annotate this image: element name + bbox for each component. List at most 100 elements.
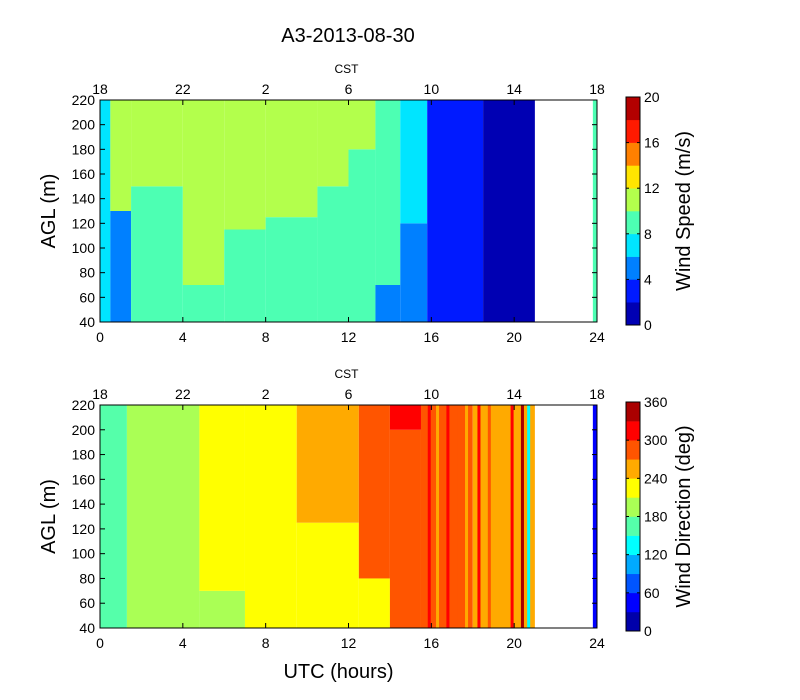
wind-speed-y-tick-label: 160 — [72, 166, 96, 182]
wind-direction-region-7 — [358, 578, 390, 628]
wind-direction-colorbar-swatch — [626, 611, 640, 632]
wind-direction-region-12 — [472, 405, 535, 628]
wind-direction-y-tick-label: 120 — [72, 521, 96, 537]
wind-speed-region-12 — [317, 100, 349, 187]
wind-direction-streak-2 — [446, 405, 450, 628]
wind-direction-x-tick-label: 8 — [262, 635, 270, 651]
wind-speed-y-tick-label: 120 — [72, 215, 96, 231]
wind-speed-colorbar-tick-label: 4 — [644, 271, 652, 287]
wind-direction-y-tick-label: 100 — [72, 546, 96, 562]
wind-speed-y-tick-label: 40 — [79, 314, 95, 330]
wind-direction-region-5 — [296, 522, 359, 628]
wind-direction-top-tick-label: 14 — [506, 386, 522, 402]
wind-direction-colorbar-swatch — [626, 554, 640, 575]
wind-direction-top-tick-label: 10 — [424, 386, 440, 402]
wind-direction-colorbar-tick-label: 240 — [644, 470, 668, 486]
wind-direction-top-tick-label: 22 — [175, 386, 191, 402]
wind-direction-y-tick-label: 40 — [79, 620, 95, 636]
wind-direction-region-10 — [389, 405, 421, 430]
wind-speed-colorbar-frame — [625, 96, 641, 326]
wind-direction-x-tick-label: 20 — [506, 635, 522, 651]
wind-speed-region-19 — [427, 100, 484, 322]
wind-speed-region-5 — [182, 285, 225, 322]
wind-direction-top-tick-label: 2 — [262, 386, 270, 402]
wind-direction-colorbar-tick-label: 300 — [644, 432, 668, 448]
wind-speed-colorbar-swatch — [626, 302, 640, 326]
wind-speed-region-13 — [348, 149, 376, 322]
wind-speed-colorbar-swatch — [626, 165, 640, 189]
wind-direction-y-tick-label: 80 — [79, 570, 95, 586]
wind-direction-x-tick-label: 16 — [424, 635, 440, 651]
wind-speed-x-tick-label: 8 — [262, 329, 270, 345]
wind-speed-region-11 — [317, 186, 349, 322]
wind-direction-streak-1 — [436, 405, 440, 628]
wind-direction-top-axis-label: CST — [335, 367, 360, 381]
wind-direction-region-8 — [358, 405, 390, 579]
wind-direction-colorbar-swatch — [626, 592, 640, 613]
wind-direction-x-axis-label: UTC (hours) — [283, 661, 393, 683]
wind-speed-top-tick-label: 18 — [92, 81, 108, 97]
wind-speed-x-tick-label: 4 — [179, 329, 187, 345]
wind-direction-colorbar-swatch — [626, 421, 640, 441]
wind-direction-region-3 — [199, 405, 245, 591]
wind-direction-streak-9 — [520, 405, 524, 628]
wind-direction-x-tick-label: 12 — [341, 635, 357, 651]
wind-speed-region-20 — [483, 100, 535, 322]
wind-speed-region-0 — [100, 100, 111, 322]
wind-speed-region-15 — [375, 285, 401, 322]
wind-speed-colorbar-swatch — [626, 188, 640, 212]
wind-direction-region-4 — [244, 405, 297, 628]
wind-direction-streak-0 — [427, 405, 431, 628]
wind-direction-y-tick-label: 60 — [79, 595, 95, 611]
wind-direction-colorbar-swatch — [626, 516, 640, 536]
wind-direction-streak-5 — [477, 405, 481, 628]
wind-direction-y-tick-label: 180 — [72, 447, 96, 463]
wind-direction-colorbar-swatch — [626, 402, 640, 422]
wind-speed-region-16 — [375, 100, 401, 285]
wind-speed-colorbar-swatch — [626, 256, 640, 280]
wind-direction-y-axis-label: AGL (m) — [38, 479, 60, 554]
wind-speed-y-tick-label: 80 — [79, 265, 95, 281]
wind-direction-x-tick-label: 4 — [179, 635, 187, 651]
wind-speed-top-tick-label: 10 — [424, 81, 440, 97]
wind-speed-region-7 — [224, 229, 266, 322]
wind-speed-colorbar-swatch — [626, 211, 640, 235]
wind-direction-top-tick-label: 6 — [345, 386, 353, 402]
wind-speed-y-tick-label: 180 — [72, 141, 96, 157]
wind-speed-top-axis-label: CST — [335, 62, 360, 76]
wind-speed-colorbar-tick-label: 8 — [644, 226, 652, 242]
wind-speed-x-tick-label: 16 — [424, 329, 440, 345]
wind-speed-x-tick-label: 20 — [506, 329, 522, 345]
wind-direction-y-tick-label: 220 — [72, 397, 96, 413]
wind-speed-colorbar-swatch — [626, 233, 640, 257]
wind-direction-region-0 — [100, 405, 127, 628]
wind-direction-streak-10 — [527, 405, 531, 628]
wind-speed-region-17 — [400, 223, 428, 322]
wind-speed-x-tick-label: 24 — [589, 329, 605, 345]
wind-speed-region-8 — [224, 100, 266, 230]
wind-speed-top-tick-label: 2 — [262, 81, 270, 97]
wind-direction-colorbar-tick-label: 0 — [644, 623, 652, 639]
wind-speed-colorbar-swatch — [626, 97, 640, 121]
wind-direction-streak-8 — [510, 405, 514, 628]
wind-speed-top-tick-label: 22 — [175, 81, 191, 97]
wind-direction-colorbar-swatch — [626, 497, 640, 517]
wind-direction-colorbar-tick-label: 360 — [644, 394, 668, 410]
wind-direction-region-2 — [199, 590, 245, 628]
wind-direction-streak-3 — [454, 405, 458, 628]
wind-speed-top-tick-label: 18 — [589, 81, 605, 97]
figure-title: A3-2013-08-30 — [281, 25, 414, 47]
wind-speed-y-tick-label: 60 — [79, 289, 95, 305]
wind-speed-top-tick-label: 6 — [345, 81, 353, 97]
wind-speed-colorbar-swatch — [626, 279, 640, 303]
wind-speed-colorbar-label: Wind Speed (m/s) — [673, 131, 695, 291]
wind-speed-region-3 — [131, 186, 183, 322]
wind-speed-region-14 — [348, 100, 376, 150]
wind-speed-region-4 — [131, 100, 183, 187]
wind-speed-region-10 — [265, 100, 318, 218]
wind-speed-y-tick-label: 200 — [72, 117, 96, 133]
wind-speed-top-tick-label: 14 — [506, 81, 522, 97]
wind-direction-x-tick-label: 24 — [589, 635, 605, 651]
wind-direction-streak-4 — [465, 405, 469, 628]
